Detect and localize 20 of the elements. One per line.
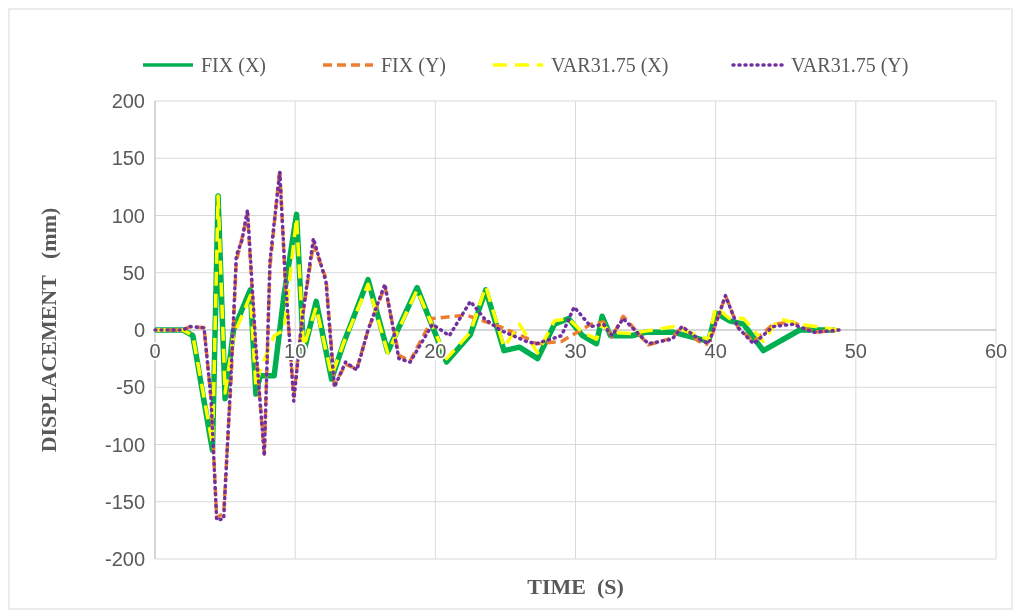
y-tick-label: 50 <box>122 261 145 284</box>
y-tick-label: 200 <box>111 90 145 112</box>
y-tick-label: 100 <box>111 204 145 227</box>
y-tick-label: 0 <box>133 319 145 341</box>
legend-label: VAR31.75 (Y) <box>791 54 909 77</box>
y-tick-label: -50 <box>116 376 145 399</box>
x-tick-label: 50 <box>844 340 867 362</box>
legend-label: FIX (X) <box>201 54 266 77</box>
legend-label: VAR31.75 (X) <box>551 54 669 77</box>
legend-label: FIX (Y) <box>381 54 446 77</box>
x-tick-label: 40 <box>704 340 727 362</box>
x-tick-label: 0 <box>149 340 161 362</box>
x-tick-label: 60 <box>984 340 1008 362</box>
y-tick-label: 150 <box>111 147 145 170</box>
x-axis-title: TIME (S) <box>527 574 624 599</box>
y-tick-label: -200 <box>104 548 145 570</box>
y-axis-title: DISPLACEMENT (mm) <box>36 207 61 453</box>
x-tick-label: 30 <box>564 340 587 362</box>
y-tick-label: -150 <box>104 490 145 513</box>
y-tick-label: -100 <box>104 433 145 456</box>
